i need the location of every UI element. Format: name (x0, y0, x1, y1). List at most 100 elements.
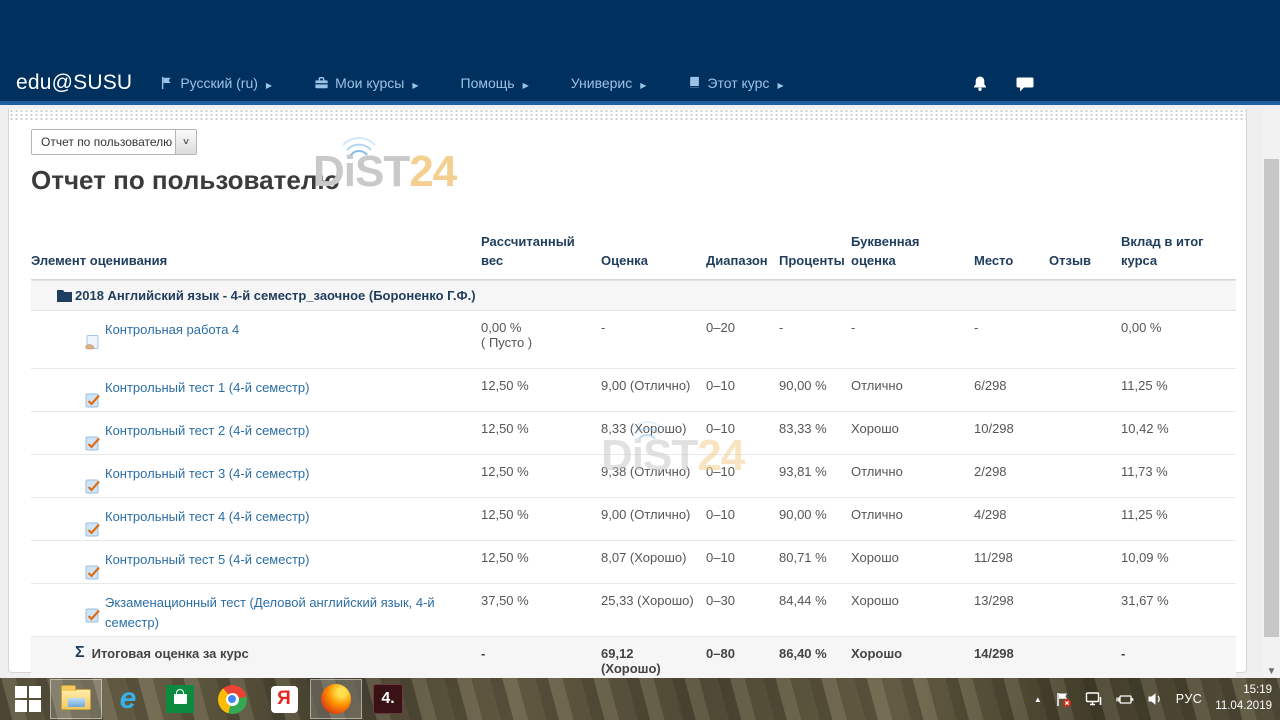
cell-contribution: 11,25 % (1121, 507, 1168, 522)
speaker-icon[interactable] (1147, 691, 1163, 707)
dotted-texture (9, 109, 1246, 121)
nav-language-label: Русский (ru) (180, 75, 258, 91)
briefcase-icon (314, 76, 329, 90)
cell-range: 0–10 (706, 507, 735, 522)
chrome-button[interactable] (206, 679, 258, 719)
cell-percent: 90,00 % (779, 507, 827, 522)
tray-expand-icon[interactable]: ▲ (1033, 694, 1042, 704)
top-header: edu@SUSU Русский (ru) Мои курсы Помощь У… (0, 0, 1280, 105)
grade-item-link[interactable]: Контрольный тест 1 (4-й семестр) (105, 380, 310, 395)
file-explorer-button[interactable] (50, 679, 102, 719)
cell-percent: - (779, 320, 784, 335)
cell-feedback (1049, 369, 1121, 411)
grade-item-link[interactable]: Экзаменационный тест (Деловой английский… (105, 595, 435, 630)
vertical-scrollbar[interactable]: ▼ (1263, 109, 1280, 678)
main-nav: edu@SUSU Русский (ru) Мои курсы Помощь У… (0, 65, 1280, 101)
grade-item-link[interactable]: Контрольный тест 3 (4-й семестр) (105, 466, 310, 481)
cell-grade: 9,00 (Отлично) (601, 378, 691, 393)
category-label: 2018 Английский язык - 4-й семестр_заочн… (75, 288, 476, 303)
cell-contribution: 31,67 % (1121, 593, 1169, 608)
nav-right-icons (972, 75, 1264, 92)
cell-feedback (1049, 498, 1121, 540)
app-4-button[interactable]: 4. (362, 679, 414, 719)
cell-rank: 14/298 (974, 646, 1014, 661)
cell-feedback (1049, 311, 1121, 368)
cell-grade: 69,12 (Хорошо) (601, 646, 661, 676)
windows-taskbar: e Я 4. ▲ РУС 15:19 11.04.2019 (0, 678, 1280, 720)
yandex-browser-button[interactable]: Я (258, 679, 310, 719)
page-content: Отчет по пользователю Отчет по пользоват… (8, 109, 1247, 689)
nav-univeris-menu[interactable]: Универис (571, 75, 647, 91)
cell-weight: 12,50 % (481, 378, 529, 393)
cell-range: 0–10 (706, 378, 735, 393)
cell-percent: 90,00 % (779, 378, 827, 393)
scrollbar-down-arrow[interactable]: ▼ (1266, 666, 1277, 677)
chevron-right-icon (410, 75, 418, 91)
quiz-icon (85, 507, 100, 540)
report-type-select[interactable]: Отчет по пользователю (31, 129, 197, 155)
cell-rank: 11/298 (974, 550, 1013, 565)
language-indicator[interactable]: РУС (1175, 692, 1203, 706)
sigma-icon: Σ (75, 644, 85, 661)
nav-language-menu[interactable]: Русский (ru) (160, 75, 272, 91)
grade-item-link[interactable]: Контрольный тест 5 (4-й семестр) (105, 552, 310, 567)
ie-icon: e (119, 682, 137, 715)
cell-rank: 6/298 (974, 378, 1007, 393)
grade-item-link[interactable]: Контрольный тест 4 (4-й семестр) (105, 509, 310, 524)
nav-help-menu[interactable]: Помощь (461, 75, 529, 91)
wifi-icon (343, 137, 376, 156)
chevron-right-icon (264, 75, 272, 91)
notifications-bell-icon[interactable] (972, 75, 988, 92)
cell-contribution: 10,09 % (1121, 550, 1169, 565)
chevron-down-icon[interactable] (175, 130, 196, 154)
system-tray: ▲ РУС 15:19 11.04.2019 (1034, 683, 1280, 714)
cell-weight: 12,50 % (481, 507, 529, 522)
book-icon (688, 76, 701, 90)
col-header-contribution: Вклад в итог курса (1121, 234, 1204, 269)
grade-item-link[interactable]: Контрольная работа 4 (105, 322, 240, 337)
cell-grade: 9,00 (Отлично) (601, 507, 691, 522)
network-icon[interactable] (1085, 691, 1103, 707)
nav-this-course-menu[interactable]: Этот курс (688, 75, 783, 91)
quiz-icon (85, 378, 100, 411)
table-row: Контрольный тест 1 (4-й семестр) 12,50 %… (31, 369, 1236, 412)
firefox-button[interactable] (310, 679, 362, 719)
windows-store-button[interactable] (154, 679, 206, 719)
nav-my-courses-menu[interactable]: Мои курсы (314, 75, 418, 91)
table-row: Контрольный тест 5 (4-й семестр) 12,50 %… (31, 541, 1236, 584)
app-4-icon: 4. (373, 684, 403, 714)
action-center-flag-icon[interactable] (1055, 691, 1072, 708)
battery-icon[interactable] (1116, 692, 1134, 707)
scrollbar-thumb[interactable] (1264, 159, 1279, 637)
start-button[interactable] (6, 679, 50, 719)
col-header-rank: Место (974, 253, 1014, 269)
col-header-percent: Проценты (779, 253, 845, 269)
clock[interactable]: 15:19 11.04.2019 (1215, 683, 1272, 714)
cell-percent: 80,71 % (779, 550, 827, 565)
site-logo[interactable]: edu@SUSU (16, 71, 133, 94)
quiz-icon (85, 593, 100, 626)
cell-range: 0–30 (706, 593, 735, 608)
table-row: Контрольный тест 2 (4-й семестр) 12,50 %… (31, 412, 1236, 455)
col-header-grade: Оценка (601, 253, 648, 269)
cell-contribution: 0,00 % (1121, 320, 1162, 335)
cell-weight: 12,50 % (481, 550, 529, 565)
chevron-right-icon (775, 75, 783, 91)
table-row: Контрольная работа 4 0,00 % ( Пусто ) - … (31, 311, 1236, 369)
cell-grade: 8,33 (Хорошо) (601, 421, 687, 436)
cell-rank: - (974, 320, 979, 335)
grades-table: Элемент оценивания Рассчитанный вес Оцен… (31, 225, 1236, 689)
grade-item-link[interactable]: Контрольный тест 2 (4-й семестр) (105, 423, 310, 438)
cell-letter: - (851, 320, 856, 335)
cell-letter: Хорошо (851, 550, 899, 565)
cell-weight: 12,50 % (481, 421, 529, 436)
chrome-icon (217, 684, 247, 714)
nav-help-label: Помощь (460, 75, 515, 91)
messages-chat-icon[interactable] (1016, 75, 1034, 92)
cell-range: 0–10 (706, 550, 735, 565)
cell-weight: 0,00 % ( Пусто ) (481, 320, 533, 350)
cell-rank: 13/298 (974, 593, 1014, 608)
cell-letter: Хорошо (851, 646, 903, 661)
cell-letter: Хорошо (851, 421, 899, 436)
internet-explorer-button[interactable]: e (102, 679, 154, 719)
